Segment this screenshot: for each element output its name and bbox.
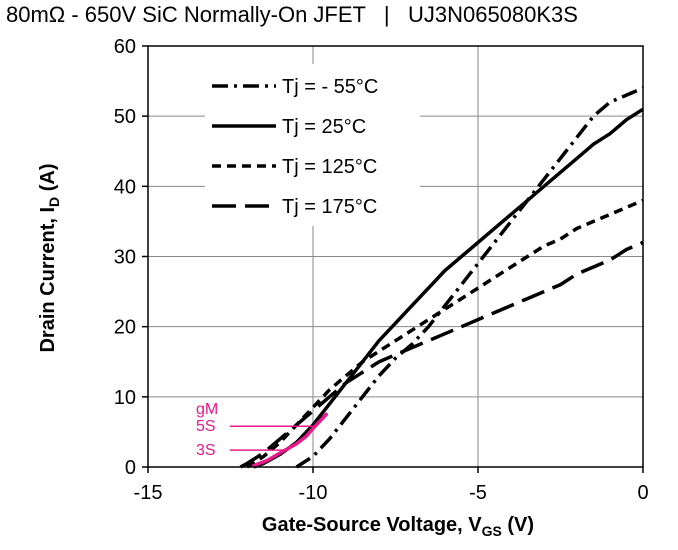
- annotation-label: 5S: [196, 418, 216, 435]
- y-tick-label: 10: [114, 387, 136, 409]
- y-tick-label: 60: [114, 36, 136, 58]
- series-group: [239, 86, 644, 469]
- y-tick-label: 0: [125, 457, 136, 479]
- legend: Tj = - 55°C Tj = 25°C Tj = 125°C Tj = 175°C: [205, 64, 420, 226]
- legend-label: Tj = 175°C: [282, 196, 377, 218]
- x-tick-label: 0: [637, 482, 648, 504]
- y-tick-label: 40: [114, 176, 136, 198]
- annotation-label: 3S: [196, 442, 216, 459]
- y-tick-label: 20: [114, 317, 136, 339]
- y-axis-label: Drain Current, ID (A): [37, 163, 62, 352]
- chart-title: 80mΩ - 650V SiC Normally-On JFET | UJ3N0…: [6, 2, 578, 27]
- highlight-curve: [251, 412, 328, 468]
- series-line-solid: [253, 107, 644, 469]
- annotation-label: gM: [196, 401, 218, 418]
- series-line-longdash: [239, 240, 644, 469]
- legend-label: Tj = - 55°C: [282, 76, 378, 98]
- legend-label: Tj = 125°C: [282, 156, 377, 178]
- legend-background: [205, 64, 420, 226]
- x-tick-label: -10: [299, 482, 328, 504]
- legend-label: Tj = 25°C: [282, 116, 366, 138]
- x-axis-label: Gate-Source Voltage, VGS (V): [262, 514, 534, 539]
- y-tick-label: 50: [114, 106, 136, 128]
- y-tick-label: 30: [114, 247, 136, 269]
- tick-labels: -15 -10 -5 0 0 10 20 30 40 50 60: [114, 36, 649, 504]
- x-tick-label: -15: [134, 482, 163, 504]
- x-tick-label: -5: [469, 482, 487, 504]
- series-line-dashdot: [295, 86, 644, 469]
- series-line-dash: [246, 198, 644, 469]
